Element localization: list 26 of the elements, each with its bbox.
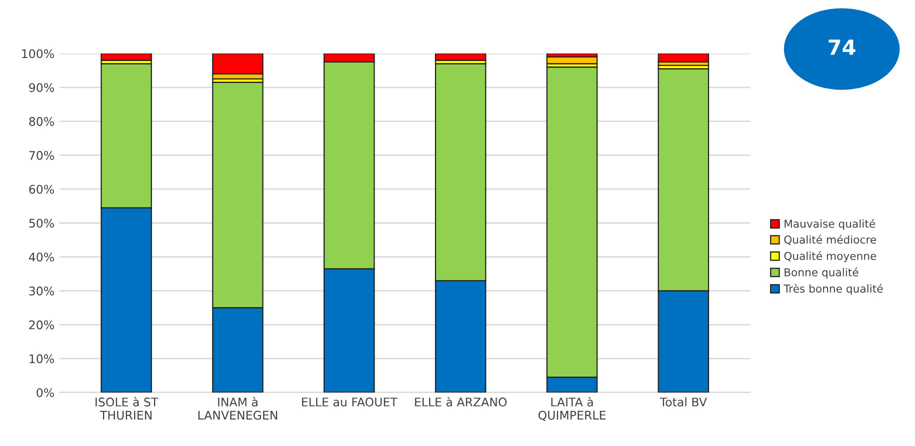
y-tick-label: 50% [29, 218, 54, 228]
legend-label: Bonne qualité [784, 268, 858, 278]
y-tick-label: 10% [30, 354, 54, 364]
legend-label: Mauvaise qualité [784, 218, 876, 230]
y-tick-label: 90% [29, 83, 54, 92]
y-tick-label: 60% [29, 184, 54, 194]
y-tick-label: 70% [29, 150, 54, 160]
x-tick-label: ISOLE à ST THURIEN [96, 396, 158, 420]
x-tick-label: LAITA à QUIMPERLE [538, 396, 606, 422]
legend-label: Qualité médiocre [784, 234, 876, 245]
legend-label: Très bonne qualité [784, 284, 883, 295]
legend-label: Qualité moyenne [784, 251, 876, 262]
y-tick-label: 20% [29, 320, 54, 330]
x-tick-label: ELLE au FAOUET [302, 398, 398, 406]
text: 74 [828, 40, 856, 55]
bar [658, 54, 710, 63]
y-tick-label: 80% [29, 117, 54, 126]
y-tick-label: 30% [29, 286, 54, 296]
x-tick-label: INAM à LANVENEGEN [198, 396, 278, 420]
x-tick-label: ELLE à ARZANO [415, 396, 507, 406]
bar [434, 54, 486, 61]
bar [100, 54, 152, 61]
y-tick-label: 0% [36, 388, 54, 398]
y-tick-label: 100% [22, 49, 54, 58]
y-tick-label: 40% [28, 252, 54, 262]
x-tick-label: Total BV [660, 397, 707, 406]
